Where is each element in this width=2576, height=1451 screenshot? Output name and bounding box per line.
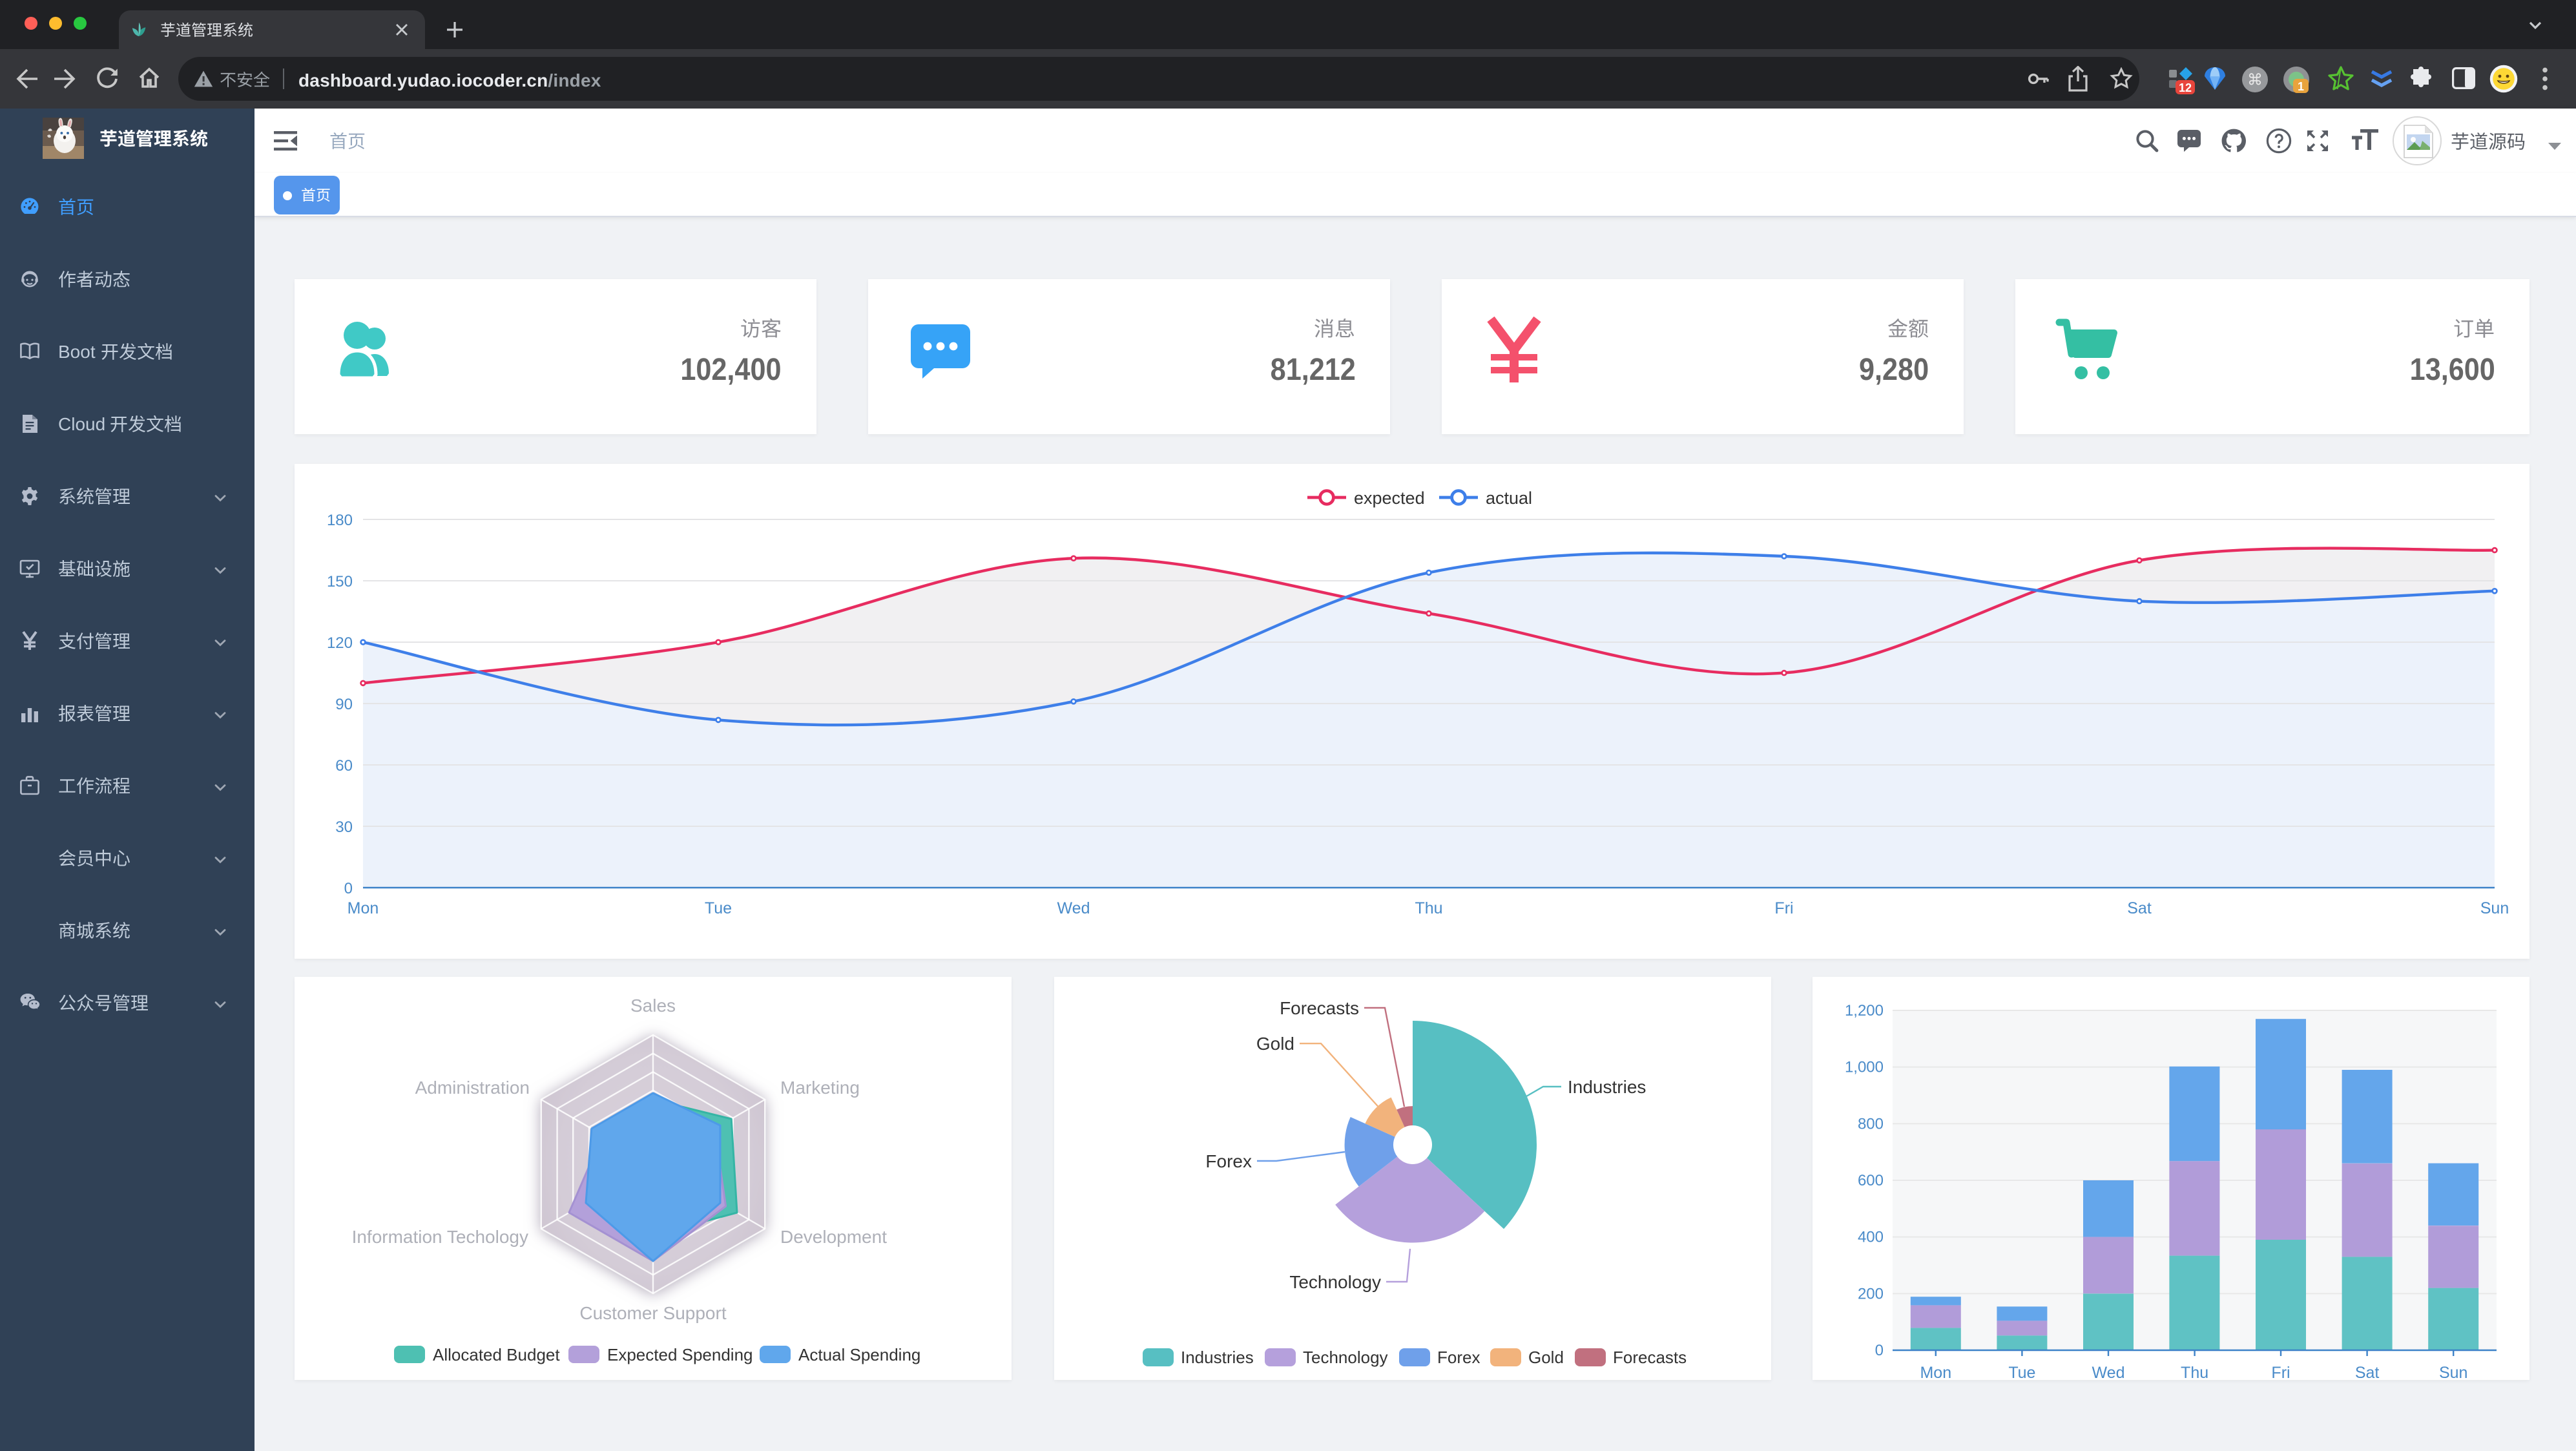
svg-text:1,200: 1,200 xyxy=(1845,1002,1884,1019)
svg-text:Fri: Fri xyxy=(2271,1364,2290,1380)
svg-text:Fri: Fri xyxy=(1774,899,1793,917)
svg-text:Mon: Mon xyxy=(1920,1364,1951,1380)
svg-text:1,000: 1,000 xyxy=(1845,1059,1884,1076)
svg-text:Sat: Sat xyxy=(2127,899,2152,917)
svg-text:Sun: Sun xyxy=(2439,1364,2467,1380)
svg-text:Industries: Industries xyxy=(1568,1077,1646,1097)
svg-text:Technology: Technology xyxy=(1303,1348,1388,1367)
svg-text:60: 60 xyxy=(335,757,353,775)
svg-text:Expected Spending: Expected Spending xyxy=(607,1345,753,1364)
svg-text:Forex: Forex xyxy=(1205,1151,1252,1171)
svg-text:Thu: Thu xyxy=(2181,1364,2208,1380)
svg-text:Industries: Industries xyxy=(1181,1348,1254,1367)
svg-text:120: 120 xyxy=(327,634,353,652)
svg-text:⌘: ⌘ xyxy=(2247,72,2263,89)
svg-text:Sat: Sat xyxy=(2355,1364,2380,1380)
svg-text:Wed: Wed xyxy=(2092,1364,2125,1380)
svg-text:expected: expected xyxy=(1354,488,1425,508)
svg-text:Administration: Administration xyxy=(415,1078,530,1098)
svg-text:Sun: Sun xyxy=(2480,899,2509,917)
svg-text:Sales: Sales xyxy=(630,996,676,1016)
svg-text:400: 400 xyxy=(1858,1229,1884,1246)
svg-text:150: 150 xyxy=(327,573,353,590)
svg-text:0: 0 xyxy=(1875,1342,1884,1359)
svg-text:Tue: Tue xyxy=(2008,1364,2035,1380)
svg-text:Marketing: Marketing xyxy=(780,1078,860,1098)
svg-text:Gold: Gold xyxy=(1528,1348,1564,1367)
svg-text:Thu: Thu xyxy=(1415,899,1442,917)
svg-text:30: 30 xyxy=(335,819,353,836)
svg-text:200: 200 xyxy=(1858,1285,1884,1302)
svg-text:Customer Support: Customer Support xyxy=(579,1303,726,1323)
svg-text:800: 800 xyxy=(1858,1115,1884,1133)
svg-text:Forecasts: Forecasts xyxy=(1280,998,1359,1018)
svg-text:Gold: Gold xyxy=(1256,1034,1294,1054)
svg-text:600: 600 xyxy=(1858,1172,1884,1189)
svg-text:Mon: Mon xyxy=(348,899,379,917)
svg-text:Actual Spending: Actual Spending xyxy=(798,1345,920,1364)
svg-text:actual: actual xyxy=(1486,488,1532,508)
svg-text:Tue: Tue xyxy=(705,899,732,917)
svg-text:180: 180 xyxy=(327,512,353,529)
svg-text:Technology: Technology xyxy=(1289,1272,1381,1292)
svg-text:Information Techology: Information Techology xyxy=(352,1227,528,1247)
svg-text:Forecasts: Forecasts xyxy=(1613,1348,1687,1367)
svg-text:Allocated Budget: Allocated Budget xyxy=(433,1345,560,1364)
svg-text:Forex: Forex xyxy=(1437,1348,1480,1367)
svg-text:90: 90 xyxy=(335,696,353,713)
svg-text:Development: Development xyxy=(780,1227,887,1247)
svg-text:Wed: Wed xyxy=(1057,899,1090,917)
svg-text:0: 0 xyxy=(344,880,353,897)
